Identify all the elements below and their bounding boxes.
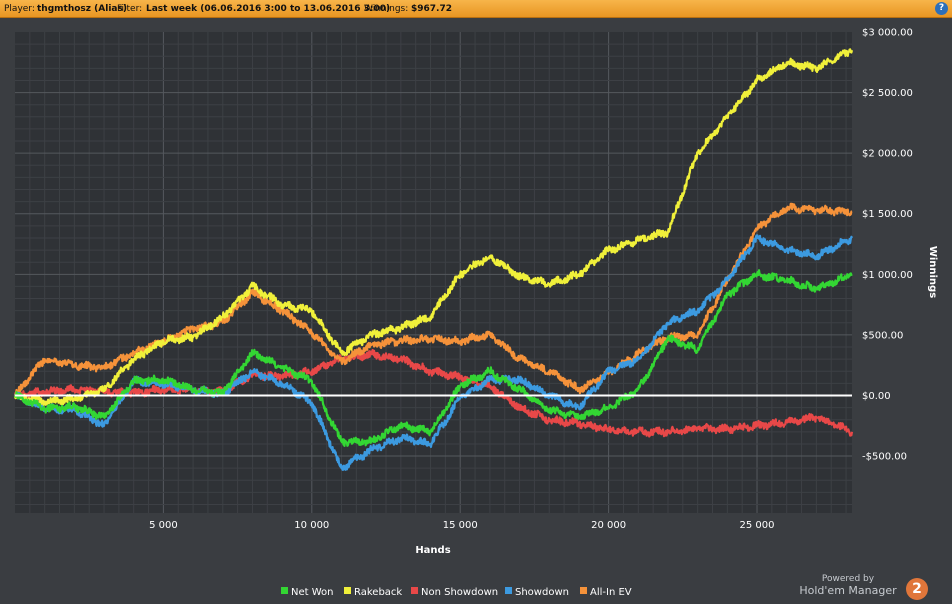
y-tick-label: $2 000.00 [862, 149, 913, 160]
legend-item[interactable]: Showdown [515, 587, 569, 598]
series-lines [13, 48, 854, 471]
y-tick-label: $2 500.00 [862, 88, 913, 99]
legend-item[interactable]: Non Showdown [421, 587, 498, 598]
product-name: Hold'em Manager [799, 584, 897, 597]
series-line-non-showdown [13, 348, 854, 438]
legend-item[interactable]: All-In EV [590, 587, 632, 598]
legend-item[interactable]: Rakeback [354, 587, 402, 598]
series-line-all-in-ev [14, 202, 853, 397]
legend-swatch [580, 587, 587, 594]
legend-swatch [505, 587, 512, 594]
y-axis-label: Winnings [927, 246, 938, 298]
legend-swatch [411, 587, 418, 594]
y-tick-label: $1 000.00 [862, 270, 913, 281]
winnings-label: Winnings: [364, 4, 409, 14]
legend-swatch [281, 587, 288, 594]
player-label: Player: [4, 4, 35, 14]
winnings-value: $967.72 [411, 4, 452, 14]
y-tick-labels: $3 000.00 $2 500.00 $2 000.00 $1 500.00 $1 0… [862, 28, 913, 463]
x-axis-label: Hands [415, 545, 450, 556]
series-line-net-won [13, 269, 853, 447]
y-tick-label: $1 500.00 [862, 209, 913, 220]
legend-swatch [344, 587, 351, 594]
branding: Powered by Hold'em Manager [788, 574, 908, 597]
player-value: thgmthosz (Alias) [37, 4, 127, 14]
x-tick-label: 15 000 [443, 520, 478, 531]
series-line-rakeback [13, 48, 854, 407]
help-icon[interactable]: ? [935, 2, 948, 15]
y-tick-label: $0.00 [862, 391, 891, 402]
y-tick-label: -$500.00 [862, 452, 907, 463]
powered-by-text: Powered by [821, 574, 875, 584]
y-tick-label: $500.00 [862, 330, 903, 341]
x-tick-label: 20 000 [591, 520, 626, 531]
x-tick-labels: 5 000 10 000 15 000 20 000 25 000 [149, 520, 774, 531]
legend-item[interactable]: Net Won [291, 587, 334, 598]
x-tick-label: 10 000 [294, 520, 329, 531]
x-tick-label: 5 000 [149, 520, 178, 531]
header-bar: Player: thgmthosz (Alias) Filter: Last w… [0, 0, 952, 18]
legend: Net Won Rakeback Non Showdown Showdown All-I… [281, 587, 632, 598]
hm2-logo-icon: 2 [906, 578, 928, 600]
x-tick-label: 25 000 [740, 520, 775, 531]
filter-value: Last week (06.06.2016 3:00 to 13.06.2016… [146, 4, 391, 14]
y-tick-label: $3 000.00 [862, 28, 913, 39]
filter-label: Filter: [117, 4, 143, 14]
